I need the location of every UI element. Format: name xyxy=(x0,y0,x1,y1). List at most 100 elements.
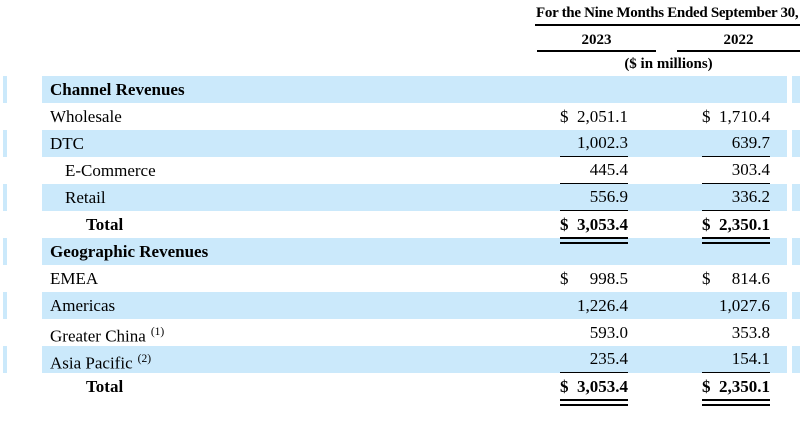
value-2022-cell: $1,710.4 xyxy=(702,103,770,130)
amount-value: 3,053.4 xyxy=(577,377,628,396)
row-label: Retail xyxy=(65,188,106,207)
row-stripe-right xyxy=(792,292,800,319)
row-stripe-left xyxy=(3,211,7,238)
column-2023-rule xyxy=(537,50,656,52)
table-row: DTC 1,002.3 639.7 xyxy=(0,130,800,157)
value-2023-cell: $998.5 xyxy=(560,265,628,292)
row-band: DTC 1,002.3 639.7 xyxy=(42,130,787,157)
row-stripe-left xyxy=(3,184,7,211)
row-stripe-right xyxy=(792,76,800,103)
value-2023-cell: 556.9 xyxy=(560,184,628,211)
amount-value: 154.1 xyxy=(731,349,770,368)
row-stripe-right xyxy=(792,184,800,211)
row-stripe-left xyxy=(3,130,7,157)
row-stripe-left xyxy=(3,157,7,184)
amount-value: 3,053.4 xyxy=(577,215,628,234)
row-label: Wholesale xyxy=(50,107,122,126)
table-row: EMEA $998.5 $814.6 xyxy=(0,265,800,292)
table-row: Americas 1,226.4 1,027.6 xyxy=(0,292,800,319)
value-2023-cell: 593.0 xyxy=(560,319,628,346)
table-row: Channel Revenues xyxy=(0,76,800,103)
row-stripe-left xyxy=(3,238,7,265)
value-2023-cell: $2,051.1 xyxy=(560,103,628,130)
amount-value: 1,002.3 xyxy=(577,133,628,152)
row-band: EMEA $998.5 $814.6 xyxy=(42,265,787,292)
amount-value: 235.4 xyxy=(589,349,628,368)
amount-value: 1,027.6 xyxy=(719,296,770,315)
row-stripe-right xyxy=(792,130,800,157)
row-band: Greater China (1) 593.0 353.8 xyxy=(42,319,787,346)
amount-value: 593.0 xyxy=(589,323,628,342)
row-stripe-right xyxy=(792,103,800,130)
amount-value: 998.5 xyxy=(589,269,628,288)
row-label: Total xyxy=(86,215,124,234)
amount-value: 556.9 xyxy=(589,187,628,206)
row-stripe-left xyxy=(3,76,7,103)
value-2022-cell: $2,350.1 xyxy=(702,211,770,244)
row-label: E-Commerce xyxy=(65,161,156,180)
row-band: Americas 1,226.4 1,027.6 xyxy=(42,292,787,319)
row-stripe-right xyxy=(792,373,800,400)
row-band: Channel Revenues xyxy=(42,76,787,103)
period-header-rule xyxy=(535,24,800,26)
amount-value: 303.4 xyxy=(731,160,770,179)
value-2022-cell: 353.8 xyxy=(702,319,770,346)
row-stripe-left xyxy=(3,103,7,130)
row-label: Asia Pacific (2) xyxy=(50,353,152,373)
row-band: Total $3,053.4 $2,350.1 xyxy=(42,211,787,244)
row-band: E-Commerce 445.4 303.4 xyxy=(42,157,787,184)
dollar-sign: $ xyxy=(560,377,569,396)
value-2023-cell: 445.4 xyxy=(560,157,628,184)
dollar-sign: $ xyxy=(560,215,569,234)
value-2023-cell: 1,002.3 xyxy=(560,130,628,157)
row-stripe-right xyxy=(792,157,800,184)
value-2022-cell: $814.6 xyxy=(702,265,770,292)
row-stripe-right xyxy=(792,319,800,346)
table-body: Channel Revenues Wholesale $2,051.1 $1,710.… xyxy=(0,76,800,406)
amount-value: 2,051.1 xyxy=(577,107,628,126)
dollar-sign: $ xyxy=(702,107,711,126)
row-stripe-left xyxy=(3,265,7,292)
column-header-2022: 2022 xyxy=(723,32,754,48)
footnote-ref: (2) xyxy=(137,353,152,365)
amount-value: 336.2 xyxy=(731,187,770,206)
row-label: Total xyxy=(86,377,124,396)
row-stripe-right xyxy=(792,265,800,292)
row-stripe-left xyxy=(3,292,7,319)
table-row: Asia Pacific (2) 235.4 154.1 xyxy=(0,346,800,373)
value-2023-cell: 1,226.4 xyxy=(560,292,628,319)
period-header: For the Nine Months Ended September 30, xyxy=(536,5,799,21)
row-band: Wholesale $2,051.1 $1,710.4 xyxy=(42,103,787,130)
row-stripe-right xyxy=(792,346,800,373)
table-row: Total $3,053.4 $2,350.1 xyxy=(0,373,800,406)
row-label: Americas xyxy=(50,296,116,315)
amount-value: 814.6 xyxy=(731,269,770,288)
amount-value: 445.4 xyxy=(589,160,628,179)
dollar-sign: $ xyxy=(560,107,569,126)
column-2022-rule xyxy=(677,50,800,52)
row-band: Geographic Revenues xyxy=(42,238,787,265)
row-label: Geographic Revenues xyxy=(50,242,209,261)
value-2022-cell: 1,027.6 xyxy=(702,292,770,319)
row-label: Channel Revenues xyxy=(50,80,185,99)
amount-value: 639.7 xyxy=(731,133,770,152)
dollar-sign: $ xyxy=(702,269,711,288)
value-2022-cell: 336.2 xyxy=(702,184,770,211)
row-stripe-right xyxy=(792,238,800,265)
row-band: Total $3,053.4 $2,350.1 xyxy=(42,373,787,406)
row-stripe-right xyxy=(792,211,800,238)
table-row: Total $3,053.4 $2,350.1 xyxy=(0,211,800,244)
table-row: Geographic Revenues xyxy=(0,238,800,265)
amount-value: 1,226.4 xyxy=(577,296,628,315)
value-2023-cell: $3,053.4 xyxy=(560,211,628,244)
row-stripe-left xyxy=(3,319,7,346)
units-label: ($ in millions) xyxy=(624,56,713,72)
value-2022-cell: 639.7 xyxy=(702,130,770,157)
row-band: Asia Pacific (2) 235.4 154.1 xyxy=(42,346,787,373)
value-2023-cell: $3,053.4 xyxy=(560,373,628,406)
value-2022-cell: 154.1 xyxy=(702,346,770,373)
amount-value: 2,350.1 xyxy=(719,377,770,396)
value-2023-cell: 235.4 xyxy=(560,346,628,373)
value-2022-cell: $2,350.1 xyxy=(702,373,770,406)
footnote-ref: (1) xyxy=(150,326,165,338)
